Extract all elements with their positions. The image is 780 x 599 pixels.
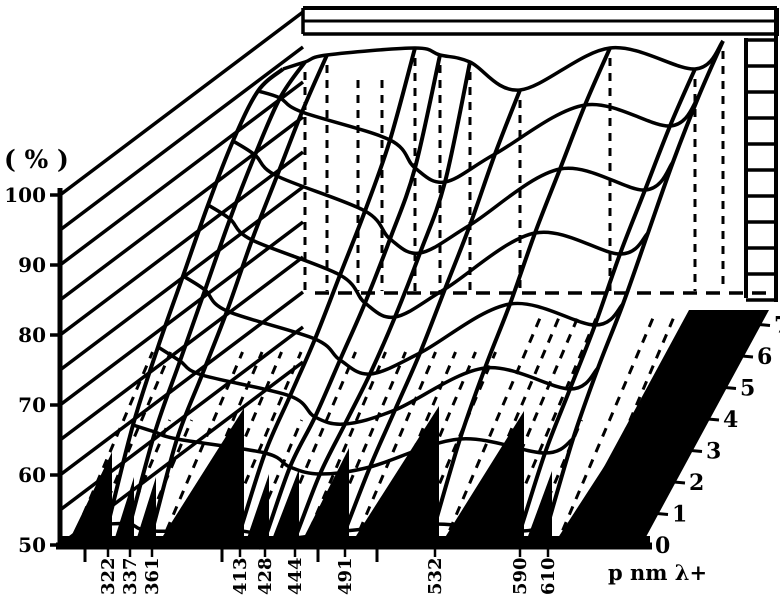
depth-tick-label: 0 — [655, 533, 670, 559]
x-tick-label: 428 — [255, 557, 276, 595]
y-tick-label: 80 — [18, 323, 46, 347]
x-tick-label: 491 — [335, 557, 356, 595]
depth-tick-label: 6 — [757, 344, 772, 370]
left-wall-hatch-line — [58, 150, 305, 337]
mesh-level-curve — [132, 423, 574, 476]
mesh-depth-curve — [143, 54, 329, 549]
mesh-level-curve — [257, 89, 700, 185]
depth-axis-tick — [690, 449, 703, 453]
mesh-level-curve — [107, 521, 549, 541]
x-tick-label: 590 — [510, 557, 531, 595]
y-axis-title: ( % ) — [4, 145, 69, 174]
mesh-depth-curve — [99, 67, 285, 549]
mesh-depth-curve — [336, 89, 522, 549]
left-wall-hatch-line — [58, 80, 305, 267]
x-tick-label: 610 — [538, 557, 559, 595]
x-axis-label: p nm λ+ — [608, 560, 707, 585]
depth-axis-tick — [707, 417, 720, 422]
floor-shadow-wedge — [244, 474, 269, 547]
mesh-depth-curve — [231, 47, 417, 549]
depth-tick-label: 1 — [672, 502, 687, 528]
depth-axis-tick — [724, 386, 737, 390]
depth-axis-tick — [758, 323, 771, 327]
floor-shadow-wedge — [349, 406, 439, 547]
floor-depth-gridline-dashed — [351, 351, 437, 547]
floor-depth-gridline-dashed — [158, 351, 244, 547]
mesh-depth-curve — [121, 60, 307, 549]
left-wall-hatch-line — [58, 10, 305, 197]
mesh-level-curve — [182, 274, 625, 376]
floor-depth-gridline-dashed — [441, 314, 543, 547]
mesh-depth-curve — [286, 61, 472, 550]
x-tick-label: 413 — [230, 557, 251, 595]
floor-depth-gridline-dashed — [554, 314, 656, 547]
depth-tick-label: 3 — [706, 439, 721, 465]
left-wall-hatch-line — [58, 115, 305, 302]
mesh-level-curve — [282, 39, 725, 92]
x-tick-label: 337 — [120, 557, 141, 595]
depth-axis-tick — [673, 480, 686, 485]
mesh-depth-curve — [256, 54, 442, 550]
mesh-level-curve — [207, 203, 650, 320]
depth-axis-tick — [656, 512, 669, 516]
floor-shadow-wedge — [66, 452, 112, 547]
x-tick-label: 361 — [142, 557, 163, 595]
depth-tick-label: 4 — [723, 407, 738, 433]
x-tick-label: 322 — [98, 557, 119, 595]
x-tick-label: 532 — [425, 557, 446, 595]
mesh-depth-curve — [426, 47, 612, 549]
x-tick-label: 444 — [285, 557, 306, 595]
y-tick-label: 60 — [18, 463, 46, 487]
left-wall-hatch-line — [58, 45, 305, 232]
left-wall-hatch-line — [58, 220, 305, 407]
y-tick-label: 100 — [4, 183, 46, 207]
mesh-depth-curve — [539, 40, 725, 549]
depth-tick-label: 5 — [740, 376, 755, 402]
depth-axis-band — [560, 310, 769, 548]
depth-tick-label: 2 — [689, 470, 704, 496]
floor-shadow-wedge — [156, 408, 244, 547]
mesh-level-curve — [232, 139, 675, 256]
mesh-depth-curve — [511, 68, 697, 549]
floor-shadow-wedge — [269, 469, 299, 547]
mesh-level-curve — [157, 345, 600, 426]
depth-tick-label: 7 — [774, 313, 780, 339]
left-wall-hatch-line — [58, 255, 305, 442]
y-tick-label: 90 — [18, 253, 46, 277]
y-tick-label: 70 — [18, 393, 46, 417]
y-tick-label: 50 — [18, 533, 46, 557]
depth-axis-tick — [741, 354, 754, 359]
